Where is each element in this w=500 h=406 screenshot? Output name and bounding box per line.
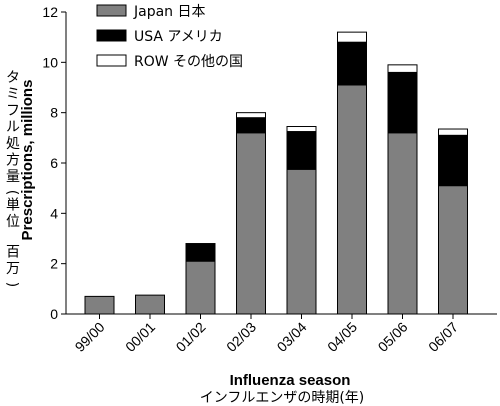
x-tick-label: 00/01 [122,319,158,355]
legend-swatch [96,29,127,42]
bar-japan-01-02 [185,260,216,315]
y-axis-title-char: 処 [6,136,20,152]
legend-label: USA アメリカ [134,29,223,45]
y-axis-title-char: タ [6,70,20,86]
legend-swatch [96,4,127,17]
bar-usa-06-07 [438,134,468,187]
y-axis-title-char: ) [4,282,20,287]
x-axis-title: Influenza season [230,372,351,389]
bar-row-04-05 [337,31,367,43]
y-axis-title-char: ミ [6,87,20,103]
y-axis-title-char: 位 [6,214,20,230]
y-axis-title-char: フ [6,103,20,119]
bar-usa-05-06 [387,71,418,134]
bar-japan-04-05 [337,84,367,315]
bar-japan-06-07 [438,185,468,315]
bar-row-05-06 [387,64,418,73]
legend-label: ROW その他の国 [134,54,243,70]
y-tick-label: 6 [50,155,58,171]
y-axis-title-char: ル [6,120,20,136]
x-tick-label: 05/06 [375,319,411,355]
bar-row-03-04 [286,126,317,133]
x-axis-title-japanese: インフルエンザの時期(年) [200,390,365,406]
bar-row-02-03 [236,112,266,119]
legend-swatch [96,54,127,67]
y-axis-title-char: 単 [6,198,20,214]
bar-usa-04-05 [337,41,367,86]
x-tick-label: 01/02 [173,319,209,355]
bars [84,31,468,315]
y-tick-label: 2 [50,256,58,272]
y-axis-title-char: 百 [6,245,20,261]
bar-japan-05-06 [387,132,418,315]
bar-usa-03-04 [286,131,317,170]
y-axis-title-char: 方 [6,153,20,169]
y-tick-label: 4 [50,205,58,221]
y-tick-label: 12 [42,4,58,20]
bar-japan-00-01 [135,294,165,315]
bar-japan-03-04 [286,168,317,315]
y-tick-label: 10 [42,54,58,70]
bar-japan-99-00 [84,295,115,315]
x-tick-label: 99/00 [72,319,108,355]
y-axis-title: Prescriptions, millions [19,80,36,241]
x-tick-label: 02/03 [223,319,259,355]
legend-label: Japan 日本 [133,4,206,20]
bar-usa-01-02 [185,243,216,262]
y-tick-label: 0 [50,306,58,322]
bar-row-06-07 [438,128,468,136]
bar-japan-02-03 [236,132,266,315]
y-axis-title-char: ( [4,190,20,195]
y-axis-title-char: 量 [6,169,20,185]
x-tick-label: 06/07 [425,319,461,355]
y-axis-title-char: 万 [6,261,20,277]
bar-usa-02-03 [236,117,266,134]
x-tick-label: 03/04 [274,319,310,355]
y-tick-label: 8 [50,105,58,121]
x-tick-label: 04/05 [324,319,360,355]
legend: Japan 日本 USA アメリカ ROW その他の国 [96,4,243,70]
